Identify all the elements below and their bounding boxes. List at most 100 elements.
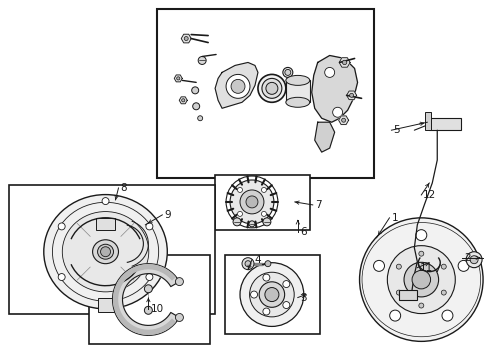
Circle shape — [418, 251, 423, 256]
Polygon shape — [181, 34, 191, 43]
Circle shape — [403, 262, 438, 297]
Bar — [98, 298, 113, 312]
Circle shape — [198, 57, 206, 64]
Circle shape — [341, 118, 345, 122]
Circle shape — [230, 80, 244, 93]
Ellipse shape — [92, 240, 118, 264]
Circle shape — [144, 285, 152, 293]
Text: 11: 11 — [419, 263, 432, 273]
Circle shape — [440, 290, 446, 295]
Circle shape — [58, 223, 65, 230]
Polygon shape — [215, 62, 258, 108]
Bar — [428, 118, 460, 130]
Polygon shape — [179, 97, 187, 104]
Circle shape — [248, 221, 254, 227]
Circle shape — [249, 272, 294, 317]
Circle shape — [244, 261, 250, 267]
Circle shape — [237, 188, 242, 193]
Circle shape — [396, 290, 401, 295]
Circle shape — [102, 198, 109, 204]
Circle shape — [175, 278, 183, 285]
Circle shape — [332, 107, 342, 117]
Circle shape — [373, 260, 384, 271]
Circle shape — [101, 247, 110, 257]
Circle shape — [261, 188, 266, 193]
Circle shape — [233, 218, 241, 226]
Circle shape — [440, 264, 446, 269]
Circle shape — [240, 190, 264, 214]
Circle shape — [261, 211, 266, 216]
Text: 10: 10 — [150, 305, 163, 315]
Ellipse shape — [44, 195, 167, 309]
Circle shape — [263, 218, 270, 226]
Circle shape — [457, 260, 468, 271]
Text: 1: 1 — [390, 213, 397, 223]
Circle shape — [192, 103, 199, 110]
Circle shape — [469, 256, 477, 264]
Circle shape — [225, 75, 249, 98]
Circle shape — [396, 264, 401, 269]
Bar — [399, 289, 416, 300]
Polygon shape — [174, 75, 182, 82]
Circle shape — [144, 306, 152, 314]
Ellipse shape — [285, 75, 309, 85]
Polygon shape — [346, 91, 356, 100]
Bar — [285, 80, 309, 102]
Circle shape — [175, 314, 183, 321]
Bar — [157, 9, 374, 178]
Polygon shape — [113, 265, 175, 334]
Bar — [9, 185, 215, 315]
Circle shape — [263, 274, 269, 281]
Text: 12: 12 — [423, 190, 436, 200]
Circle shape — [259, 282, 284, 307]
Circle shape — [441, 310, 452, 321]
Text: 6: 6 — [299, 227, 306, 237]
Circle shape — [242, 258, 253, 270]
Circle shape — [145, 223, 153, 230]
Circle shape — [282, 280, 289, 288]
Circle shape — [245, 196, 258, 208]
Circle shape — [342, 60, 346, 65]
Polygon shape — [339, 58, 349, 67]
Ellipse shape — [62, 212, 148, 292]
Circle shape — [418, 303, 423, 308]
Circle shape — [264, 261, 270, 267]
Ellipse shape — [265, 82, 277, 94]
Circle shape — [191, 87, 198, 94]
Text: 4: 4 — [253, 255, 260, 265]
Ellipse shape — [258, 75, 285, 102]
Text: 2: 2 — [463, 253, 470, 263]
Polygon shape — [112, 264, 179, 336]
Polygon shape — [314, 122, 334, 152]
Text: 8: 8 — [120, 183, 127, 193]
Bar — [425, 112, 430, 130]
Circle shape — [240, 263, 303, 327]
Circle shape — [176, 77, 180, 80]
Text: 7: 7 — [314, 200, 321, 210]
Ellipse shape — [285, 97, 309, 107]
Text: 5: 5 — [393, 125, 399, 135]
Circle shape — [229, 180, 273, 224]
Circle shape — [58, 274, 65, 280]
Ellipse shape — [282, 67, 292, 77]
Circle shape — [411, 270, 430, 289]
Circle shape — [359, 218, 482, 341]
Ellipse shape — [262, 78, 281, 98]
Circle shape — [282, 302, 289, 309]
Circle shape — [264, 288, 278, 302]
Circle shape — [184, 37, 188, 41]
Circle shape — [324, 67, 334, 77]
Circle shape — [349, 93, 353, 97]
Bar — [95, 218, 115, 230]
Ellipse shape — [98, 244, 113, 259]
Ellipse shape — [285, 69, 290, 75]
Circle shape — [197, 116, 202, 121]
Circle shape — [415, 230, 426, 240]
Bar — [88, 255, 210, 345]
Circle shape — [145, 274, 153, 280]
Circle shape — [263, 308, 269, 315]
Circle shape — [250, 291, 257, 298]
Circle shape — [102, 299, 109, 306]
Circle shape — [181, 99, 184, 102]
Circle shape — [389, 310, 400, 321]
